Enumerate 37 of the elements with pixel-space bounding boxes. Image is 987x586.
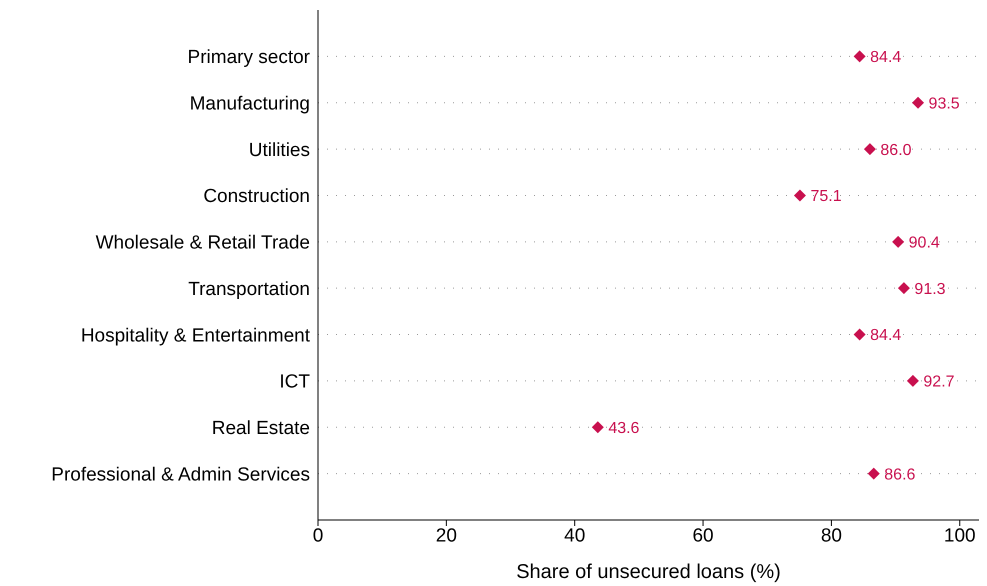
y-tick-label: Wholesale & Retail Trade (96, 232, 310, 254)
data-label: 84.4 (870, 49, 902, 66)
y-tick-label: Construction (203, 186, 310, 208)
y-tick-label: ICT (279, 372, 310, 393)
data-label: 75.1 (810, 188, 842, 206)
data-label: 86.0 (880, 142, 912, 159)
point (906, 374, 919, 387)
point (854, 50, 866, 62)
data-label: 86.6 (884, 466, 916, 484)
y-tick-label: Primary sector (188, 47, 311, 68)
x-tick-label: 60 (692, 525, 714, 546)
data-label: 92.7 (923, 374, 955, 391)
x-tick-label: 20 (436, 525, 457, 546)
x-axis-title: Share of unsecured loans (%) (516, 561, 781, 583)
point (854, 328, 866, 341)
point (794, 189, 806, 202)
x-tick-label: 100 (944, 525, 976, 546)
data-label: 91.3 (914, 280, 946, 298)
x-tick-label: 80 (820, 525, 842, 546)
data-label: 93.5 (928, 95, 960, 112)
point (912, 96, 924, 109)
x-tick-label: 0 (312, 525, 324, 546)
y-tick-label: Professional & Admin Services (51, 464, 310, 486)
data-label: 90.4 (908, 234, 940, 252)
y-tick-label: Hospitality & Entertainment (80, 325, 311, 346)
data-label: 43.6 (608, 420, 640, 437)
y-tick-label: Real Estate (212, 418, 310, 440)
point (868, 468, 880, 480)
y-tick-label: Transportation (188, 278, 310, 300)
x-tick-label: 40 (564, 525, 586, 546)
point (592, 421, 604, 434)
point (892, 236, 904, 248)
point (898, 282, 910, 294)
y-tick-label: Manufacturing (190, 93, 310, 114)
point (864, 143, 876, 156)
y-tick-label: Utilities (248, 140, 310, 161)
data-label: 84.4 (870, 327, 902, 344)
